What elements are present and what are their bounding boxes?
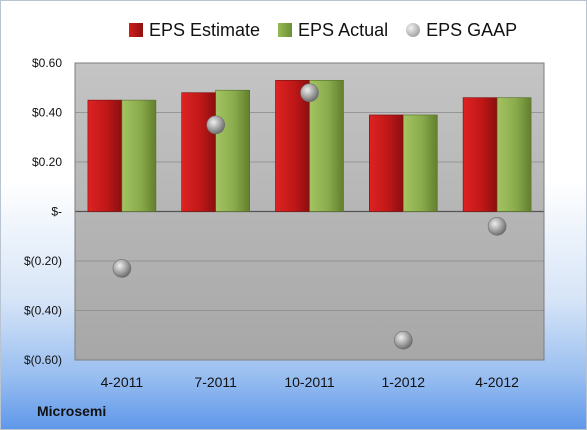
bar-eps-actual: [121, 99, 157, 212]
y-tick-label: $0.40: [32, 106, 62, 120]
x-tick-label: 10-2011: [284, 374, 335, 390]
bar-eps-estimate: [462, 97, 498, 212]
legend-item-gaap: EPS GAAP: [406, 20, 517, 41]
x-tick-label: 4-2012: [475, 374, 519, 390]
plot-border: [74, 62, 545, 361]
marker-eps-gaap: [112, 259, 132, 278]
legend-label-actual: EPS Actual: [298, 19, 389, 40]
bar-eps-estimate: [87, 99, 123, 212]
y-tick-label: $0.20: [32, 155, 62, 169]
legend-swatch-actual: [278, 23, 293, 37]
bar-eps-actual: [402, 114, 438, 212]
x-tick-label: 4-2011: [101, 374, 144, 390]
legend-item-estimate: EPS Estimate: [129, 20, 260, 41]
bar-eps-actual: [496, 97, 532, 212]
x-tick-label: 7-2011: [194, 374, 237, 390]
y-tick-label: $(0.20): [24, 254, 62, 268]
y-tick-label: $(0.40): [24, 304, 62, 318]
marker-eps-gaap: [487, 217, 507, 236]
marker-eps-gaap: [206, 115, 225, 135]
y-tick-label: $0.60: [32, 56, 62, 70]
legend-swatch-estimate: [129, 23, 143, 37]
bar-eps-estimate: [368, 114, 404, 212]
legend-swatch-gaap: [406, 23, 421, 37]
legend-label-gaap: EPS GAAP: [426, 19, 518, 40]
marker-eps-gaap: [300, 83, 319, 102]
y-tick-label: $(0.60): [24, 353, 62, 367]
legend-label-estimate: EPS Estimate: [149, 19, 261, 40]
bar-eps-actual: [309, 80, 344, 212]
company-name: Microsemi: [37, 403, 107, 419]
bar-eps-estimate: [275, 80, 310, 212]
x-tick-label: 1-2012: [382, 374, 426, 390]
legend: EPS Estimate EPS Actual EPS GAAP: [129, 16, 535, 44]
y-tick-label: $-: [51, 205, 62, 219]
bar-eps-actual: [215, 89, 250, 212]
bar-eps-estimate: [181, 92, 216, 212]
legend-item-actual: EPS Actual: [278, 20, 388, 41]
marker-eps-gaap: [393, 330, 413, 350]
